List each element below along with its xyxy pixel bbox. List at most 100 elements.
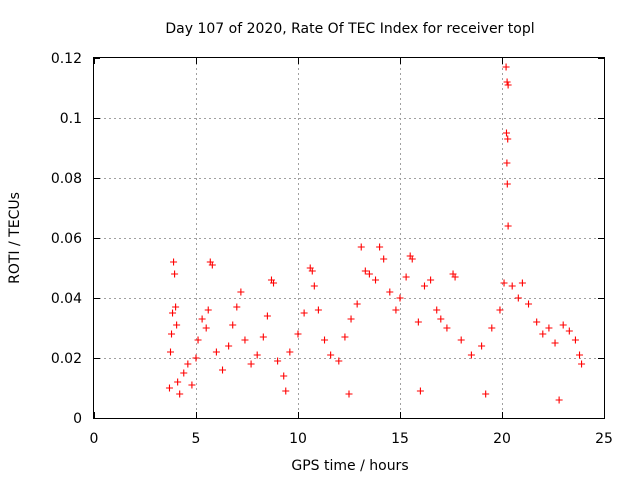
- data-point: [188, 381, 196, 389]
- data-point: [414, 318, 422, 326]
- data-point: [551, 339, 559, 347]
- data-point: [170, 258, 178, 266]
- data-point: [308, 267, 316, 275]
- data-point: [300, 309, 308, 317]
- data-point: [392, 306, 400, 314]
- y-tick-label: 0.02: [51, 351, 82, 367]
- data-point: [176, 390, 184, 398]
- data-point: [229, 321, 237, 329]
- y-tick-label: 0.12: [51, 51, 82, 67]
- data-point: [180, 369, 188, 377]
- data-point: [457, 336, 465, 344]
- data-point: [219, 366, 227, 374]
- data-point: [380, 255, 388, 263]
- data-point: [576, 351, 584, 359]
- data-point: [192, 354, 200, 362]
- data-point: [247, 360, 255, 368]
- data-point: [427, 276, 435, 284]
- data-point: [204, 306, 212, 314]
- data-point: [345, 390, 353, 398]
- data-point: [365, 270, 373, 278]
- data-point: [314, 306, 322, 314]
- data-point: [545, 324, 553, 332]
- data-point: [212, 348, 220, 356]
- data-point: [327, 351, 335, 359]
- data-point: [361, 267, 369, 275]
- data-point: [420, 282, 428, 290]
- x-tick-label: 15: [391, 431, 409, 447]
- data-point: [503, 78, 511, 86]
- data-point: [402, 273, 410, 281]
- data-point: [263, 312, 271, 320]
- y-tick-label: 0.06: [51, 231, 82, 247]
- y-axis-label: ROTI / TECUs: [7, 192, 23, 284]
- data-point: [169, 309, 177, 317]
- data-point: [270, 279, 278, 287]
- data-point: [341, 333, 349, 341]
- data-point: [335, 357, 343, 365]
- y-tick-label: 0: [73, 411, 82, 427]
- data-point: [467, 351, 475, 359]
- data-point: [502, 129, 510, 137]
- data-point: [504, 135, 512, 143]
- data-point: [386, 288, 394, 296]
- data-point: [525, 300, 533, 308]
- data-point: [504, 222, 512, 230]
- data-point: [172, 303, 180, 311]
- data-point: [198, 315, 206, 323]
- data-point: [225, 342, 233, 350]
- data-point: [503, 180, 511, 188]
- data-point: [565, 327, 573, 335]
- data-point: [168, 330, 176, 338]
- data-point: [173, 321, 181, 329]
- x-tick-label: 10: [289, 431, 307, 447]
- x-tick-label: 5: [192, 431, 201, 447]
- data-point: [443, 324, 451, 332]
- data-point: [514, 294, 522, 302]
- data-point: [274, 357, 282, 365]
- data-point: [571, 336, 579, 344]
- data-point: [253, 351, 261, 359]
- data-point: [518, 279, 526, 287]
- data-point: [488, 324, 496, 332]
- grid-layer: [94, 58, 604, 418]
- data-point: [321, 336, 329, 344]
- data-point: [372, 276, 380, 284]
- data-point: [502, 63, 510, 71]
- data-point: [259, 333, 267, 341]
- data-point: [559, 321, 567, 329]
- points-layer: [165, 63, 586, 404]
- y-tick-label: 0.04: [51, 291, 82, 307]
- data-point: [241, 336, 249, 344]
- data-point: [174, 378, 182, 386]
- x-tick-label: 20: [493, 431, 511, 447]
- data-point: [504, 81, 512, 89]
- x-tick-label: 25: [595, 431, 613, 447]
- data-point: [578, 360, 586, 368]
- data-point: [555, 396, 563, 404]
- data-point: [294, 330, 302, 338]
- data-point: [533, 318, 541, 326]
- data-point: [237, 288, 245, 296]
- plot-frame: [93, 57, 605, 419]
- data-point: [282, 387, 290, 395]
- data-point: [184, 360, 192, 368]
- data-point: [171, 270, 179, 278]
- data-point: [165, 384, 173, 392]
- y-tick-label: 0.1: [60, 111, 82, 127]
- data-point: [194, 336, 202, 344]
- data-point: [208, 261, 216, 269]
- data-point: [503, 159, 511, 167]
- data-point: [508, 282, 516, 290]
- data-point: [437, 315, 445, 323]
- data-point: [451, 273, 459, 281]
- data-point: [482, 390, 490, 398]
- data-point: [167, 348, 174, 356]
- data-point: [202, 324, 210, 332]
- data-point: [233, 303, 241, 311]
- data-point: [408, 255, 416, 263]
- data-point: [280, 372, 288, 380]
- x-tick-label: 0: [90, 431, 99, 447]
- ticks-layer: 0 5 10 15 20 25 0 0.02 0.04 0.06 0.08 0.1 0.12: [51, 51, 613, 447]
